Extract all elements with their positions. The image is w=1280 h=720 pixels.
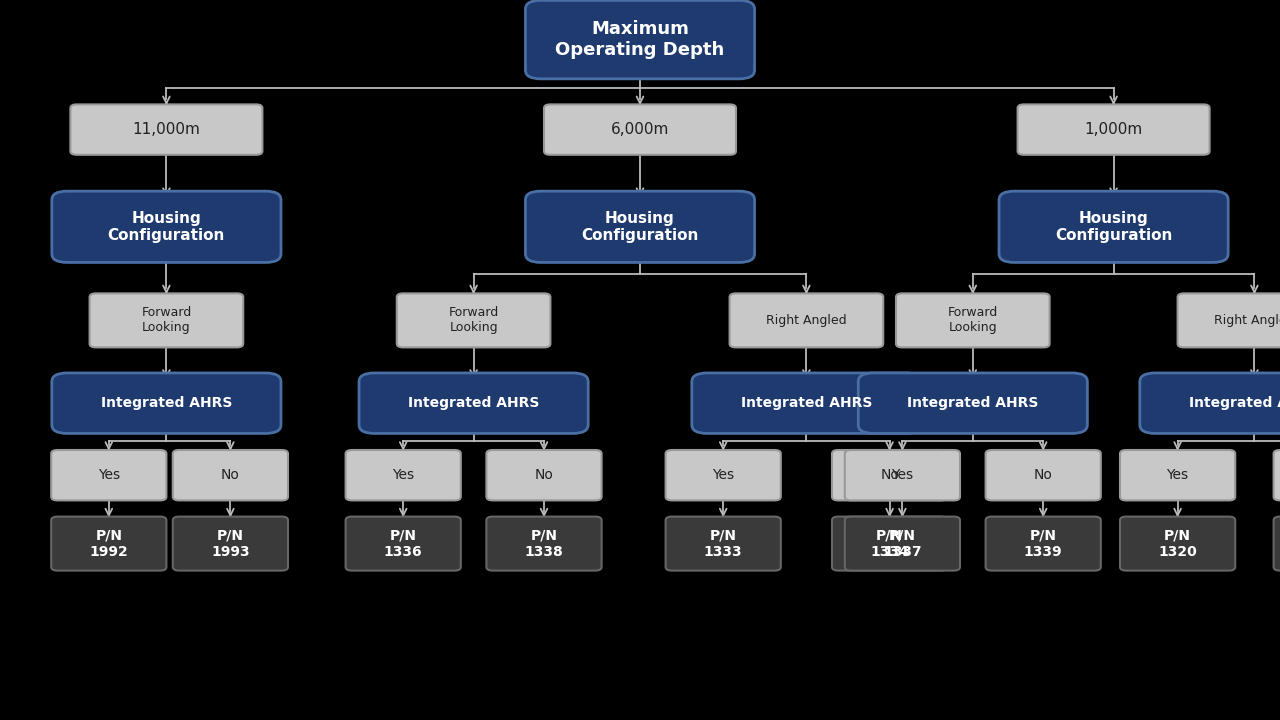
Text: Forward
Looking: Forward Looking: [141, 307, 192, 334]
Text: No: No: [1034, 468, 1052, 482]
Text: Maximum
Operating Depth: Maximum Operating Depth: [556, 20, 724, 59]
FancyBboxPatch shape: [90, 294, 243, 347]
Text: P/N
1336: P/N 1336: [384, 528, 422, 559]
Text: Forward
Looking: Forward Looking: [448, 307, 499, 334]
Text: Right Angled: Right Angled: [767, 314, 846, 327]
FancyBboxPatch shape: [845, 517, 960, 570]
Text: P/N
1338: P/N 1338: [525, 528, 563, 559]
Text: 11,000m: 11,000m: [132, 122, 201, 137]
FancyBboxPatch shape: [525, 0, 755, 79]
Text: P/N
1339: P/N 1339: [1024, 528, 1062, 559]
Text: Forward
Looking: Forward Looking: [947, 307, 998, 334]
FancyBboxPatch shape: [1274, 517, 1280, 570]
FancyBboxPatch shape: [986, 517, 1101, 570]
FancyBboxPatch shape: [486, 450, 602, 500]
Text: No: No: [535, 468, 553, 482]
FancyBboxPatch shape: [52, 373, 282, 433]
FancyBboxPatch shape: [397, 294, 550, 347]
FancyBboxPatch shape: [1274, 450, 1280, 500]
Text: P/N
1337: P/N 1337: [883, 528, 922, 559]
FancyBboxPatch shape: [859, 373, 1087, 433]
FancyBboxPatch shape: [1139, 373, 1280, 433]
FancyBboxPatch shape: [358, 373, 589, 433]
FancyBboxPatch shape: [986, 450, 1101, 500]
Text: 6,000m: 6,000m: [611, 122, 669, 137]
FancyBboxPatch shape: [1178, 294, 1280, 347]
FancyBboxPatch shape: [173, 450, 288, 500]
FancyBboxPatch shape: [730, 294, 883, 347]
Text: P/N
1334: P/N 1334: [870, 528, 909, 559]
Text: Yes: Yes: [97, 468, 120, 482]
Text: P/N
1320: P/N 1320: [1158, 528, 1197, 559]
FancyBboxPatch shape: [346, 450, 461, 500]
Text: 1,000m: 1,000m: [1084, 122, 1143, 137]
Text: Yes: Yes: [891, 468, 914, 482]
Text: Yes: Yes: [1166, 468, 1189, 482]
Text: Integrated AHRS: Integrated AHRS: [408, 396, 539, 410]
FancyBboxPatch shape: [173, 517, 288, 570]
Text: Yes: Yes: [712, 468, 735, 482]
FancyBboxPatch shape: [666, 517, 781, 570]
Text: P/N
1333: P/N 1333: [704, 528, 742, 559]
FancyBboxPatch shape: [51, 517, 166, 570]
FancyBboxPatch shape: [845, 450, 960, 500]
Text: Right Angled: Right Angled: [1215, 314, 1280, 327]
FancyBboxPatch shape: [1120, 450, 1235, 500]
FancyBboxPatch shape: [832, 450, 947, 500]
Text: No: No: [881, 468, 899, 482]
Text: Integrated AHRS: Integrated AHRS: [741, 396, 872, 410]
FancyBboxPatch shape: [486, 517, 602, 570]
FancyBboxPatch shape: [896, 294, 1050, 347]
FancyBboxPatch shape: [544, 104, 736, 155]
Text: No: No: [221, 468, 239, 482]
Text: Integrated AHRS: Integrated AHRS: [1189, 396, 1280, 410]
FancyBboxPatch shape: [1018, 104, 1210, 155]
Text: Housing
Configuration: Housing Configuration: [1055, 210, 1172, 243]
FancyBboxPatch shape: [832, 517, 947, 570]
FancyBboxPatch shape: [691, 373, 922, 433]
FancyBboxPatch shape: [525, 191, 755, 262]
FancyBboxPatch shape: [998, 191, 1229, 262]
FancyBboxPatch shape: [70, 104, 262, 155]
Text: Yes: Yes: [392, 468, 415, 482]
Text: Housing
Configuration: Housing Configuration: [581, 210, 699, 243]
FancyBboxPatch shape: [52, 191, 282, 262]
FancyBboxPatch shape: [51, 450, 166, 500]
Text: Housing
Configuration: Housing Configuration: [108, 210, 225, 243]
Text: Integrated AHRS: Integrated AHRS: [101, 396, 232, 410]
Text: P/N
1992: P/N 1992: [90, 528, 128, 559]
Text: P/N
1993: P/N 1993: [211, 528, 250, 559]
FancyBboxPatch shape: [1120, 517, 1235, 570]
FancyBboxPatch shape: [666, 450, 781, 500]
FancyBboxPatch shape: [346, 517, 461, 570]
Text: Integrated AHRS: Integrated AHRS: [908, 396, 1038, 410]
